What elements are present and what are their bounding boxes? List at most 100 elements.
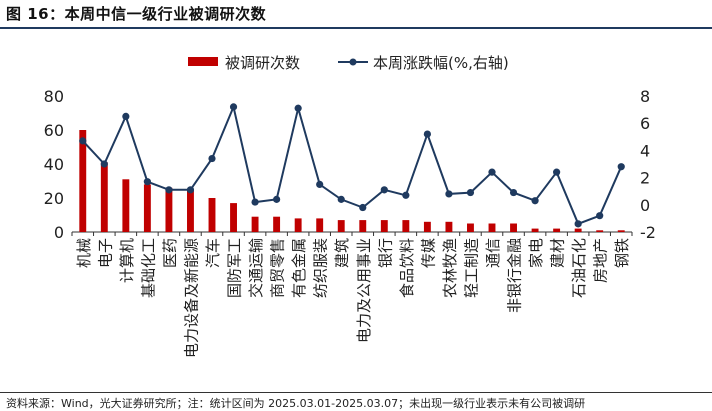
legend-bar-label: 被调研次数 <box>225 54 300 72</box>
line-point <box>596 212 604 220</box>
bar <box>187 189 194 232</box>
x-tick-label: 钢铁 <box>613 238 631 268</box>
line-point <box>229 103 238 111</box>
x-tick-label: 纺织服装 <box>312 238 330 298</box>
bar <box>402 220 410 232</box>
line-point <box>251 198 259 206</box>
line-point <box>531 197 539 205</box>
bar <box>553 228 561 232</box>
bar <box>380 220 388 232</box>
x-tick-label: 汽车 <box>204 238 222 268</box>
page-title: 图 16：本周中信一级行业被调研次数 <box>6 5 267 23</box>
x-tick-label: 轻工制造 <box>462 238 480 298</box>
line-point <box>186 186 195 194</box>
bar <box>294 218 302 232</box>
legend-bar-swatch <box>188 57 218 66</box>
x-tick-label: 建筑 <box>333 238 351 268</box>
source-note: 资料来源：Wind，光大证券研究所；注：统计区间为 2025.03.01-202… <box>6 397 586 410</box>
bar <box>531 228 539 232</box>
x-tick-label: 计算机 <box>118 238 136 283</box>
chart-legend: 被调研次数 本周涨跌幅(%,右轴) <box>188 54 509 72</box>
bar <box>143 184 151 232</box>
line-point <box>445 190 453 198</box>
bar <box>273 216 281 232</box>
line-point <box>402 191 410 199</box>
x-tick-label: 医药 <box>161 238 179 268</box>
bar <box>122 179 130 232</box>
line-point <box>359 203 367 212</box>
line-point <box>273 195 281 203</box>
line-point <box>100 160 108 168</box>
x-axis-labels: 机械 电子 计算机 基础化工 医药 电力设备及新能源 汽车 国防军工 交通运输 商贸零售 有色金属纺… <box>75 238 631 358</box>
bar <box>165 187 173 232</box>
line-point <box>79 137 87 145</box>
x-tick-label: 机械 <box>75 238 93 268</box>
y-left-tick-label: 40 <box>44 155 64 174</box>
x-tick-label: 交通运输 <box>247 238 265 298</box>
y-left-tick-label: 0 <box>54 223 64 242</box>
line-point <box>423 130 431 138</box>
x-tick-label: 石油石化 <box>570 238 588 298</box>
bar <box>251 216 259 232</box>
y-left-tick-label: 20 <box>44 189 64 208</box>
x-tick-label: 家电 <box>527 238 545 268</box>
title-divider <box>0 27 712 29</box>
bar <box>79 130 87 232</box>
bar <box>617 230 625 232</box>
x-tick-label: 非银行金融 <box>506 238 524 313</box>
line-point <box>380 186 388 194</box>
line-point <box>143 178 151 186</box>
chart-canvas: 被调研次数 本周涨跌幅(%,右轴) 0 20 40 60 80 -2 0 2 4 6 8 机械 电子计… <box>44 54 656 358</box>
line-point <box>466 188 475 197</box>
line-point <box>122 112 130 120</box>
x-tick-label: 银行 <box>376 238 394 268</box>
x-tick-label: 食品饮料 <box>398 238 416 298</box>
line-path <box>82 103 623 226</box>
line-point <box>553 168 561 176</box>
x-tick-label: 有色金属 <box>290 238 308 298</box>
line-point <box>165 186 173 194</box>
x-tick-label: 电子 <box>96 238 114 268</box>
x-tick-label: 商贸零售 <box>269 238 287 298</box>
line-point <box>509 188 518 197</box>
bar <box>359 220 367 232</box>
x-tick-label: 传媒 <box>419 238 437 268</box>
line-point <box>294 104 302 112</box>
bar <box>316 218 324 232</box>
x-tick-label: 建材 <box>549 238 567 268</box>
bar <box>100 162 108 232</box>
legend-line-marker <box>349 58 357 66</box>
y-right-tick-label: 2 <box>640 169 650 188</box>
bar <box>208 198 216 232</box>
bar <box>510 223 517 232</box>
y-right-tick-label: 8 <box>640 87 650 106</box>
line-point <box>337 195 345 203</box>
x-tick-label: 农林牧渔 <box>441 238 459 298</box>
line-series <box>79 103 625 228</box>
y-right-tick-label: -2 <box>640 223 656 242</box>
x-tick-label: 国防军工 <box>226 238 244 298</box>
line-point <box>617 163 625 171</box>
x-tick-label: 通信 <box>484 238 502 268</box>
y-left-tick-label: 60 <box>44 121 64 140</box>
y-right-tick-label: 4 <box>640 141 650 160</box>
chart-axes: 0 20 40 60 80 -2 0 2 4 6 8 <box>44 87 656 242</box>
bar <box>230 203 237 232</box>
y-right-tick-label: 0 <box>640 196 650 215</box>
x-tick-label: 基础化工 <box>139 238 157 298</box>
bar <box>423 221 431 232</box>
line-point <box>488 168 496 176</box>
bar <box>596 230 604 232</box>
legend-line-label: 本周涨跌幅(%,右轴) <box>373 54 509 72</box>
bar <box>445 221 453 232</box>
bar-series <box>79 130 625 232</box>
line-point <box>574 220 582 228</box>
x-tick-label: 电力设备及新能源 <box>182 238 200 358</box>
footer-divider <box>0 392 712 393</box>
bar <box>467 223 474 232</box>
x-tick-label: 电力及公用事业 <box>355 238 373 343</box>
x-tick-label: 房地产 <box>592 238 610 283</box>
line-point <box>208 154 216 163</box>
bar <box>488 223 496 232</box>
y-left-tick-label: 80 <box>44 87 64 106</box>
